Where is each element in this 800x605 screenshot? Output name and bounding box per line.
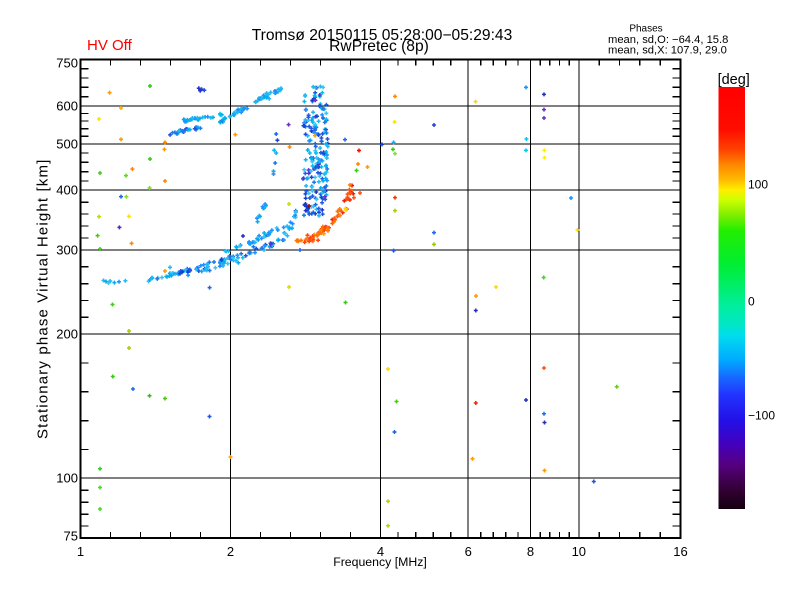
- svg-text:200: 200: [56, 327, 78, 342]
- svg-text:0: 0: [748, 294, 755, 308]
- svg-text:400: 400: [56, 183, 78, 198]
- svg-text:4: 4: [377, 544, 384, 559]
- svg-text:6: 6: [465, 544, 472, 559]
- svg-text:2: 2: [227, 544, 234, 559]
- svg-text:Stationary phase Virtual Heigh: Stationary phase Virtual Height [km]: [35, 159, 52, 439]
- svg-text:Frequency [MHz]: Frequency [MHz]: [333, 555, 427, 569]
- svg-text:HV Off: HV Off: [87, 37, 133, 54]
- svg-text:−100: −100: [748, 409, 775, 423]
- svg-text:8: 8: [527, 544, 534, 559]
- svg-text:mean, sd,O: −64.4, 15.8: mean, sd,O: −64.4, 15.8: [608, 34, 728, 46]
- svg-text:Phases: Phases: [629, 24, 662, 35]
- svg-text:500: 500: [56, 136, 78, 151]
- svg-text:RwPretec (8p): RwPretec (8p): [329, 38, 429, 55]
- svg-text:1: 1: [77, 544, 84, 559]
- svg-text:750: 750: [56, 56, 78, 71]
- svg-text:16: 16: [673, 544, 687, 559]
- svg-text:300: 300: [56, 242, 78, 257]
- svg-text:10: 10: [572, 544, 586, 559]
- svg-text:75: 75: [64, 529, 78, 544]
- svg-text:100: 100: [56, 471, 78, 486]
- svg-text:[deg]: [deg]: [718, 72, 750, 88]
- svg-text:mean, sd,X: 107.9, 29.0: mean, sd,X: 107.9, 29.0: [608, 45, 727, 57]
- svg-text:Tromsø 20150115 05:28:00−05:29: Tromsø 20150115 05:28:00−05:29:43: [252, 27, 513, 44]
- svg-text:600: 600: [56, 98, 78, 113]
- svg-text:100: 100: [748, 177, 768, 191]
